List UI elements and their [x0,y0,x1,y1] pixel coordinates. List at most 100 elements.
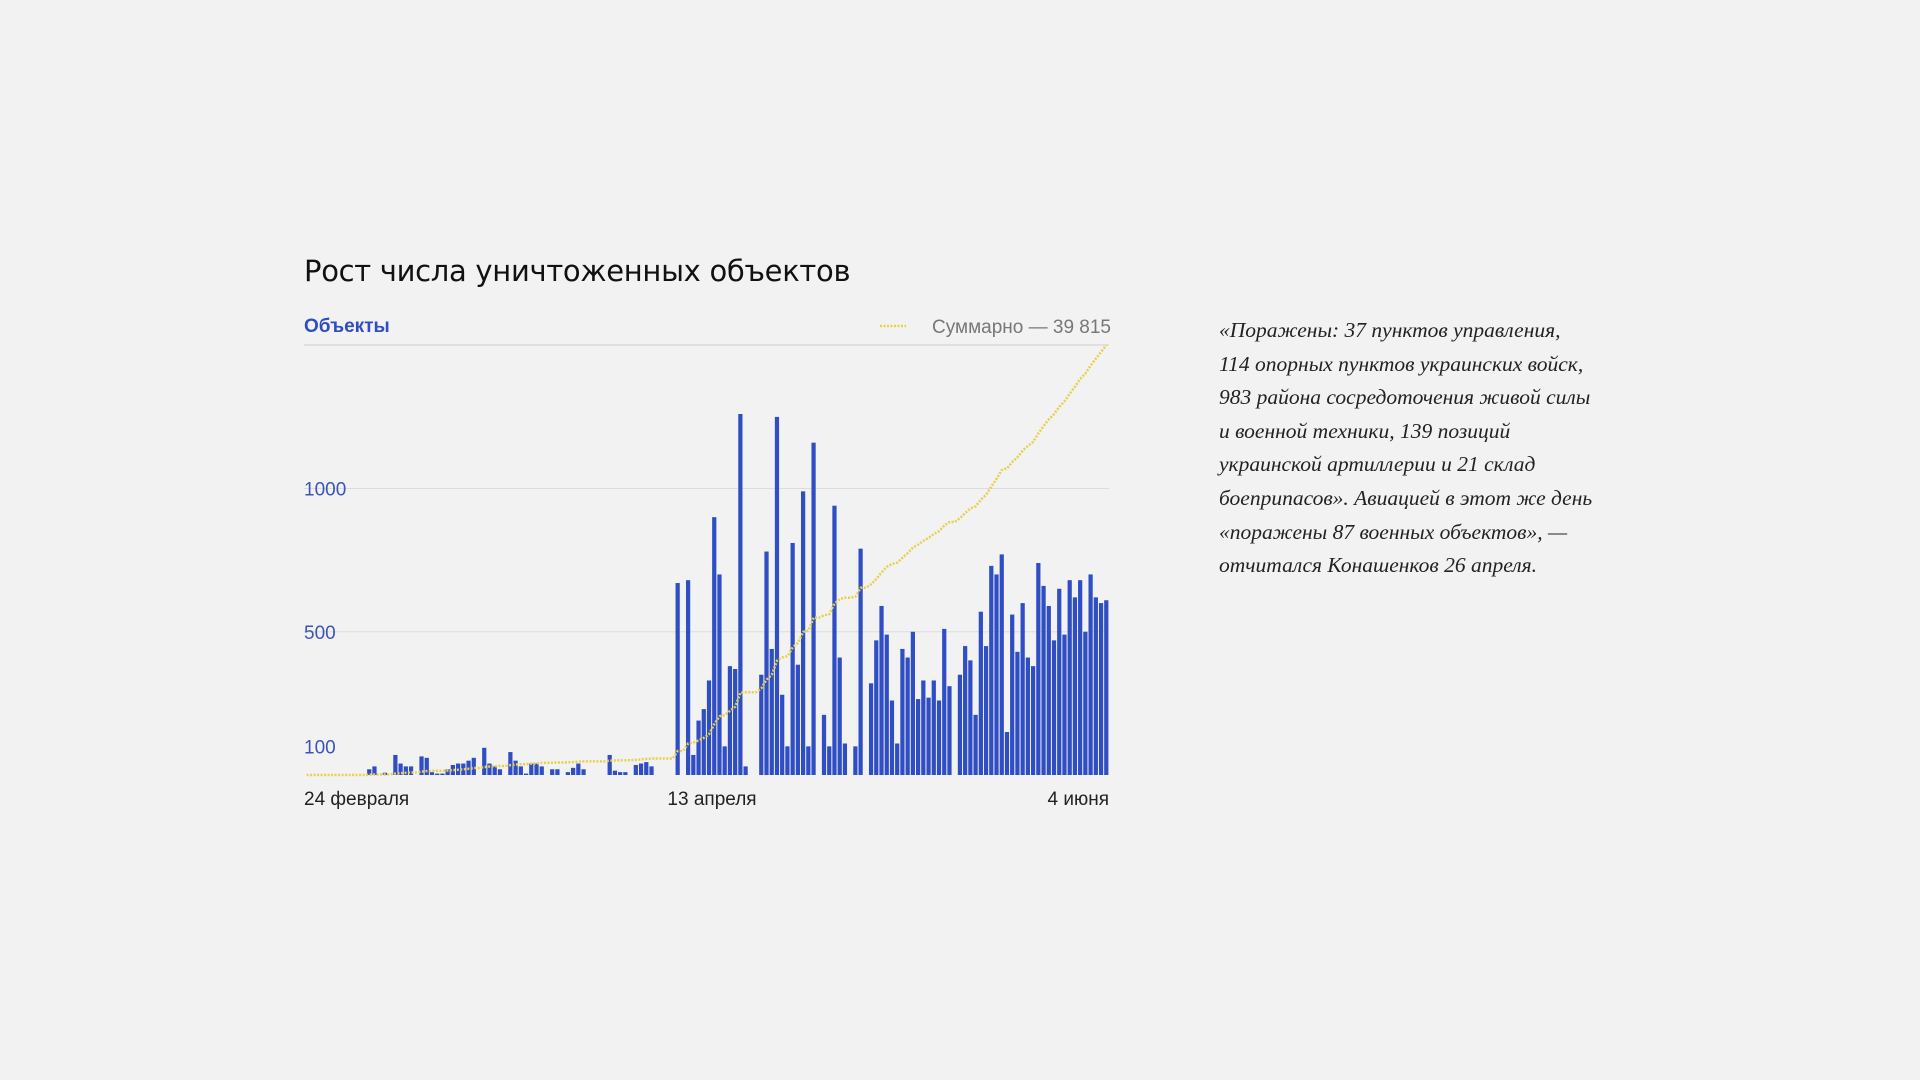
bar [675,583,680,775]
bar [989,565,994,775]
y-tick-label: 1000 [304,480,346,501]
bar [1078,580,1083,775]
bar [570,767,576,775]
bar [706,680,712,775]
x-tick-label: 24 февраля [304,789,409,810]
chart-title: Рост числа уничтоженных объектов [304,254,851,288]
bar [780,694,785,775]
bar [743,766,748,775]
bar [513,760,518,775]
bar [1051,640,1057,776]
bar [795,664,800,775]
bar [471,757,476,775]
bar [790,542,795,775]
bar [1072,597,1078,775]
y-axis-label: Объекты [304,316,390,337]
bar [393,754,398,775]
bar [398,763,403,775]
bar [482,747,487,775]
legend-label-cumulative: Суммарно — 39 815 [932,317,1111,338]
bar [947,686,952,775]
x-tick-label: 4 июня [1048,789,1110,810]
bar [1030,666,1036,775]
bar [555,769,560,775]
bar [905,657,910,775]
quote-text: «Поражены: 37 пунктов управления, 114 опо… [1219,318,1593,578]
bar [879,605,884,775]
bar [581,769,586,775]
bar [994,574,999,775]
bar [1004,732,1010,775]
bar [733,669,738,775]
bar [633,764,638,775]
bar [842,743,848,775]
bar [372,766,377,775]
cumulative-line-series [306,344,1108,777]
bar [978,611,983,775]
bar [915,699,921,775]
bar [701,709,706,775]
bar-series [367,414,1109,776]
bar [858,548,863,775]
bar [868,683,874,775]
bar [800,491,806,775]
y-tick-label: 100 [304,737,336,758]
bar [957,674,963,775]
bar [827,746,832,775]
bar [832,505,837,775]
bar [722,746,727,775]
bar [936,700,942,775]
bar [1036,562,1041,775]
bar [999,554,1004,775]
bar [900,648,905,775]
bar [403,766,408,775]
bar [696,720,701,775]
bar [1062,634,1067,775]
bar [921,680,926,775]
bar [435,773,440,775]
bar [638,763,644,775]
bar [367,769,372,775]
bar [1046,605,1051,775]
bar [811,442,816,775]
bar [623,772,628,775]
bar [440,773,445,775]
bar [884,634,889,775]
bar [821,714,827,775]
bar [785,746,790,775]
bar [1083,631,1088,775]
bar [408,766,414,775]
bar [727,666,733,775]
bar [889,700,895,775]
y-tick-labels: 100 500 1000 [304,480,346,759]
bar [759,674,764,775]
bar [968,660,973,775]
bar [963,646,968,775]
bar [644,762,649,775]
bar [1015,651,1020,775]
bar [874,640,879,776]
bar [649,766,654,775]
bar [1104,600,1109,775]
bar [973,714,978,775]
bar [461,763,466,775]
bar [895,743,900,775]
bar [910,631,915,775]
bar [717,574,722,775]
bar [853,746,858,775]
bar [450,764,455,775]
bar [1025,657,1030,775]
bar [534,763,539,775]
bar [764,551,769,775]
bar [837,657,842,775]
bar [1041,585,1046,775]
bar [419,756,424,775]
x-tick-label: 13 апреля [667,789,756,810]
bar [1093,597,1098,775]
bar [738,414,743,775]
bar [769,648,774,775]
bar [1088,574,1093,775]
bar [691,754,696,775]
legend: Суммарно — 39 815 [880,317,1111,338]
